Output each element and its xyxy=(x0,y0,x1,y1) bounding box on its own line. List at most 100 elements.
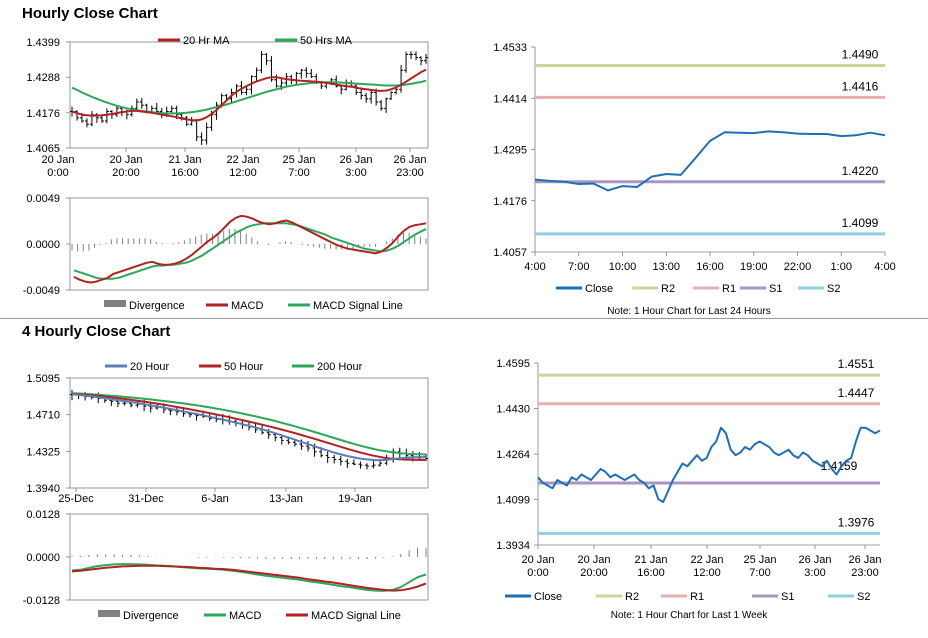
hourly-price-y-tick: 1.4065 xyxy=(26,143,60,155)
four-hourly-macd-line xyxy=(71,563,427,592)
four-hourly-levels-x-tick: 20 Jan 0:00 xyxy=(521,554,554,579)
hourly-price-x-tick: 20 Jan 20:00 xyxy=(109,154,142,179)
four-hourly-ma200-line xyxy=(71,392,427,456)
four-hourly-level-r1-label: 1.4447 xyxy=(838,386,875,400)
four-hourly-levels-y-tick: 1.4430 xyxy=(496,403,530,415)
four-hourly-legend-divergence-swatch xyxy=(98,610,120,617)
hourly-price-frame xyxy=(69,41,429,149)
hourly-levels-chart: 1.4533 1.4414 1.4295 1.4176 1.4057 4:00 7:00 10… xyxy=(493,42,895,317)
four-hourly-price-x-tick: 13-Jan xyxy=(269,493,303,505)
hourly-levels-legend-r2-label: R2 xyxy=(661,283,675,295)
hourly-macd-y-tick: 0.0049 xyxy=(26,193,60,205)
hourly-levels-y-tick: 1.4533 xyxy=(493,42,527,54)
four-hourly-levels-legend-s1-label: S1 xyxy=(781,591,794,603)
four-hourly-levels-y-tick: 1.4264 xyxy=(496,449,530,461)
four-hourly-section-title: 4 Hourly Close Chart xyxy=(22,323,171,340)
hourly-price-x-tick: 22 Jan 12:00 xyxy=(226,154,259,179)
four-hourly-ma50-line xyxy=(71,392,427,461)
hourly-macd-y-tick: 0.0000 xyxy=(26,239,60,251)
hourly-price-x-tick: 20 Jan 0:00 xyxy=(41,154,74,179)
hourly-levels-y-tick: 1.4414 xyxy=(493,93,527,105)
hourly-levels-x-tick: 16:00 xyxy=(696,261,724,273)
four-hourly-price-x-tick: 31-Dec xyxy=(128,493,164,505)
four-hourly-legend-50h-label: 50 Hour xyxy=(224,361,263,373)
four-hourly-level-r2-label: 1.4551 xyxy=(838,357,875,371)
hourly-levels-x-tick: 10:00 xyxy=(609,261,637,273)
four-hourly-levels-legend-s2-label: S2 xyxy=(857,591,870,603)
four-hourly-levels-y-tick: 1.4595 xyxy=(496,358,530,370)
four-hourly-levels-legend-r1-label: R1 xyxy=(690,591,704,603)
four-hourly-macd-chart: 0.0128 0.0000 -0.0128 Divergence MACD MACD Si… xyxy=(23,509,429,622)
four-hourly-levels-x-tick: 20 Jan 20:00 xyxy=(577,554,610,579)
section-separator xyxy=(0,318,928,319)
hourly-macd-signal-line xyxy=(73,222,427,280)
four-hourly-levels-legend-r2-label: R2 xyxy=(625,591,639,603)
hourly-price-x-tick: 21 Jan 16:00 xyxy=(168,154,201,179)
hourly-levels-x-tick: 19:00 xyxy=(740,261,768,273)
four-hourly-levels-y-tick: 1.3934 xyxy=(496,540,530,552)
hourly-ma50-line xyxy=(71,79,427,115)
four-hourly-price-x-tick: 25-Dec xyxy=(58,493,94,505)
four-hourly-legend-200h-label: 200 Hour xyxy=(317,361,363,373)
four-hourly-price-y-tick: 1.3940 xyxy=(26,483,60,495)
hourly-levels-legend-r1-label: R1 xyxy=(722,283,736,295)
four-hourly-ma20-line xyxy=(71,393,427,462)
four-hourly-price-y-tick: 1.5095 xyxy=(26,373,60,385)
hourly-price-x-tick: 25 Jan 7:00 xyxy=(282,154,315,179)
four-hourly-levels-legend-close-label: Close xyxy=(534,591,562,603)
four-hourly-macd-signal-line xyxy=(71,564,427,592)
four-hourly-legend-signal-label: MACD Signal Line xyxy=(311,610,401,622)
hourly-legend-divergence-label: Divergence xyxy=(129,300,185,312)
hourly-levels-note: Note: 1 Hour Chart for Last 24 Hours xyxy=(607,306,770,317)
hourly-levels-close-line xyxy=(534,130,886,192)
hourly-levels-y-tick: 1.4176 xyxy=(493,196,527,208)
four-hourly-macd-y-tick: 0.0000 xyxy=(26,552,60,564)
four-hourly-levels-x-tick: 25 Jan 7:00 xyxy=(743,554,776,579)
four-hourly-levels-y-tick: 1.4099 xyxy=(496,495,530,507)
hourly-legend-ma20-label: 20 Hr MA xyxy=(183,35,230,47)
four-hourly-levels-x-tick: 26 Jan 23:00 xyxy=(848,554,881,579)
four-hourly-levels-x-tick: 22 Jan 12:00 xyxy=(690,554,723,579)
hourly-level-s1-label: 1.4220 xyxy=(842,164,879,178)
four-hourly-levels-x-tick: 26 Jan 3:00 xyxy=(798,554,831,579)
hourly-levels-y-tick: 1.4057 xyxy=(493,247,527,259)
hourly-price-y-tick: 1.4176 xyxy=(26,108,60,120)
four-hourly-level-s2-label: 1.3976 xyxy=(838,515,875,529)
hourly-legend-macd-label: MACD xyxy=(231,300,263,312)
hourly-levels-x-tick: 22:00 xyxy=(784,261,812,273)
four-hourly-macd-y-tick: -0.0128 xyxy=(23,595,60,607)
four-hourly-price-x-tick: 6-Jan xyxy=(201,493,229,505)
four-hourly-level-s1-label: 1.4159 xyxy=(821,459,858,473)
hourly-levels-x-tick: 4:00 xyxy=(524,261,545,273)
hourly-levels-x-tick: 1:00 xyxy=(831,261,852,273)
hourly-legend-signal-label: MACD Signal Line xyxy=(313,300,403,312)
hourly-macd-chart: 0.0049 0.0000 -0.0049 Divergence MACD MACD Si… xyxy=(23,193,429,312)
four-hourly-price-y-tick: 1.4710 xyxy=(26,410,60,422)
hourly-level-r1-label: 1.4416 xyxy=(842,79,879,93)
four-hourly-legend-divergence-label: Divergence xyxy=(123,610,179,622)
hourly-levels-x-tick: 7:00 xyxy=(568,261,589,273)
hourly-price-x-tick: 26 Jan 3:00 xyxy=(339,154,372,179)
hourly-ma20-line xyxy=(71,68,427,122)
four-hourly-levels-chart: 1.4595 1.4430 1.4264 1.4099 1.3934 20 Jan 0:00… xyxy=(496,357,881,621)
four-hourly-legend-20h-label: 20 Hour xyxy=(130,361,169,373)
hourly-levels-legend-s1-label: S1 xyxy=(769,283,782,295)
hourly-levels-legend-close-label: Close xyxy=(585,283,613,295)
hourly-levels-x-tick: 4:00 xyxy=(874,261,895,273)
hourly-macd-y-tick: -0.0049 xyxy=(23,285,60,297)
hourly-level-r2-label: 1.4490 xyxy=(842,48,879,62)
hourly-macd-line xyxy=(73,214,427,284)
four-hourly-levels-note: Note: 1 Hour Chart for Last 1 Week xyxy=(611,610,769,621)
four-hourly-price-frame xyxy=(69,377,429,489)
four-hourly-levels-x-tick: 21 Jan 16:00 xyxy=(634,554,667,579)
hourly-legend-ma50-label: 50 Hrs MA xyxy=(300,35,353,47)
hourly-level-s2-label: 1.4099 xyxy=(842,216,879,230)
hourly-price-y-tick: 1.4288 xyxy=(26,72,60,84)
hourly-levels-x-tick: 13:00 xyxy=(652,261,680,273)
four-hourly-macd-y-tick: 0.0128 xyxy=(26,509,60,521)
four-hourly-price-x-tick: 19-Jan xyxy=(338,493,372,505)
hourly-legend-divergence-swatch xyxy=(104,300,126,307)
